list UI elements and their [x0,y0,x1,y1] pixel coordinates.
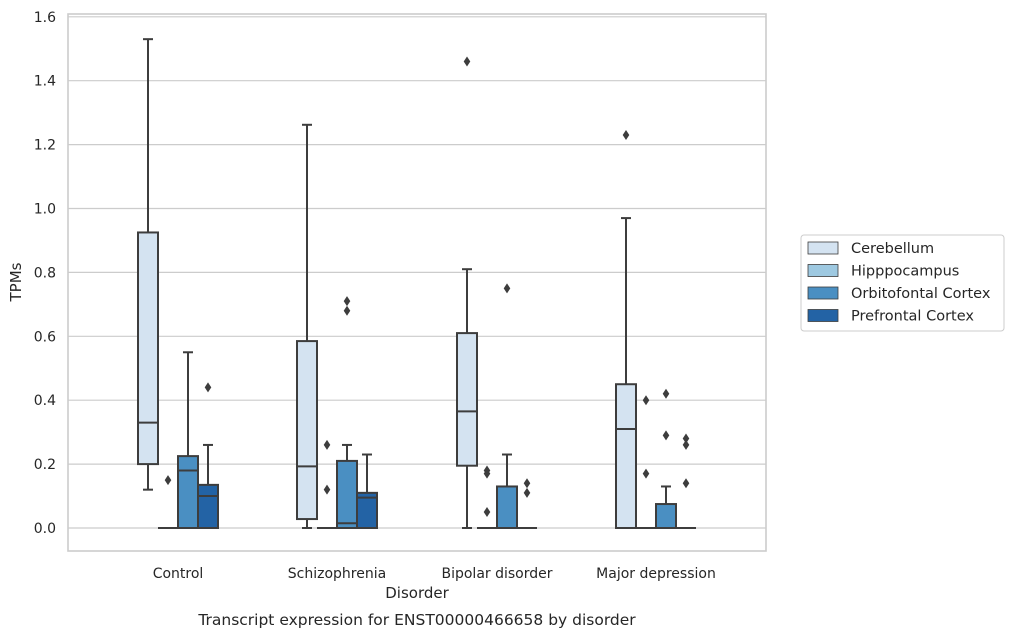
outlier-point [662,430,670,441]
box-iqr [356,491,378,530]
outlier-point [642,395,650,406]
box-hipppocampus [158,475,178,529]
box-iqr [615,383,637,529]
x-tick-label: Control [153,566,204,582]
box-cerebellum [137,38,159,491]
box-iqr [296,340,318,521]
x-tick-label: Bipolar disorder [441,566,552,582]
box-cerebellum [615,130,637,529]
outlier-point [164,475,172,486]
legend-label: Prefrontal Cortex [851,309,974,325]
box-iqr [177,455,199,529]
x-tick-label: Schizophrenia [288,566,386,582]
outlier-point [323,439,331,450]
chart-caption: Transcript expression for ENST0000046665… [197,611,636,629]
legend-label: Hipppocampus [851,264,959,280]
box-iqr [496,485,518,529]
legend-swatch [807,241,839,255]
y-axis-title: TPMs [7,262,25,302]
y-tick-label: 1.2 [34,138,56,154]
box-iqr [456,332,478,467]
legend: Cerebellum Hipppocampus Orbitofontal Corte… [800,234,1005,332]
box-hipppocampus [317,439,337,529]
outlier-point [662,388,670,399]
legend-frame [800,234,1005,332]
outlier-point [523,478,531,489]
legend-swatch [807,264,839,277]
outlier-point [463,56,471,67]
legend-swatch [807,286,839,300]
outlier-point [483,468,491,479]
y-tick-label: 0.4 [34,393,56,409]
outlier-point [343,296,351,307]
box-iqr [137,231,159,466]
outlier-point [642,468,650,479]
box-cerebellum [296,123,318,529]
y-tick-label: 1.0 [34,202,56,218]
y-tick-label: 1.6 [34,10,56,26]
outlier-point [323,484,331,495]
legend-swatch [807,309,839,322]
box-orbitofontal-cortex [496,283,518,529]
y-tick-label: 0.6 [34,329,56,345]
box-orbitofontal-cortex [655,388,677,530]
y-tick-label: 0.2 [34,457,56,473]
x-axis-title: Disorder [385,584,449,602]
x-tick-label: Major depression [596,566,716,582]
box-prefrontal-cortex [676,433,696,529]
box-iqr [197,483,219,529]
x-tick-labels: Control Schizophrenia Bipolar disorder Majo… [153,566,716,582]
outlier-point [204,382,212,393]
outlier-point [682,439,690,450]
legend-label: Orbitofontal Cortex [851,286,991,302]
y-tick-labels: 0.0 0.2 0.4 0.6 0.8 1.0 1.2 1.4 1.6 [34,10,56,537]
y-tick-label: 0.0 [34,521,56,537]
box-prefrontal-cortex [197,382,219,529]
outlier-point [622,130,630,141]
y-tick-label: 0.8 [34,265,56,281]
box-prefrontal-cortex [356,453,378,530]
outlier-point [343,305,351,316]
outlier-point [503,283,511,294]
box-cerebellum [456,56,478,529]
y-tick-label: 1.4 [34,74,56,90]
box-iqr [336,459,358,529]
outlier-point [523,487,531,498]
box-hipppocampus [636,395,656,529]
box-hipppocampus [477,465,497,529]
plot-frame [67,13,767,552]
outlier-point [682,478,690,489]
box-prefrontal-cortex [517,478,537,529]
outlier-point [682,433,690,444]
outlier-point [483,507,491,518]
legend-label: Cerebellum [851,241,934,257]
plot-background [68,14,766,551]
box-iqr [655,503,677,530]
box-plots [137,38,696,530]
